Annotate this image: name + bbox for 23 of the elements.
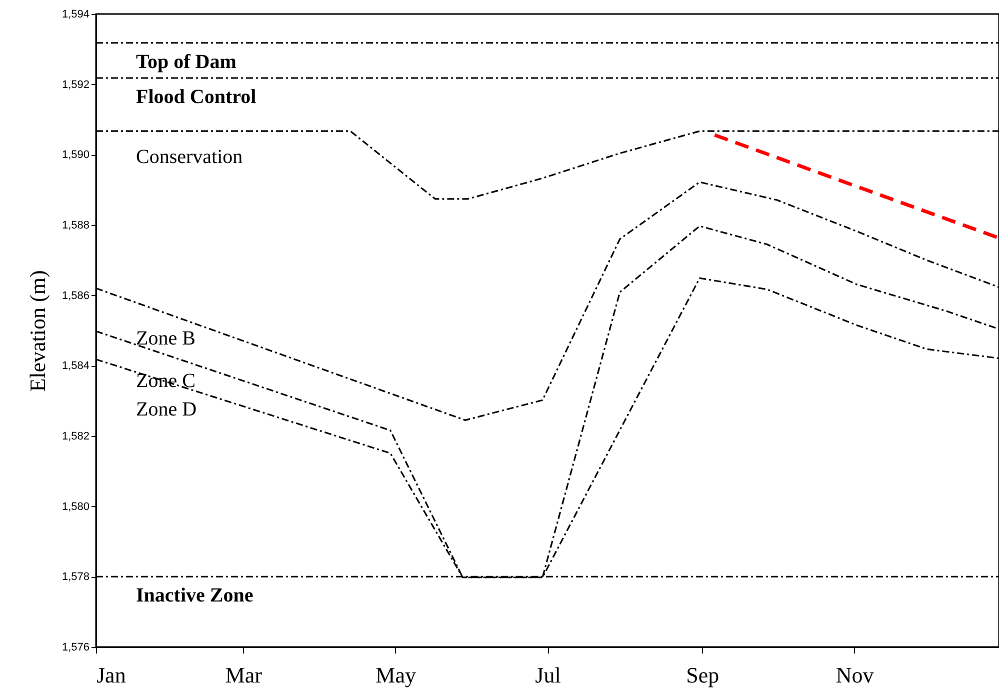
series-label: Zone D bbox=[136, 398, 197, 420]
series-label: Zone B bbox=[136, 327, 196, 350]
y-tick-label: 1,592 bbox=[62, 78, 90, 91]
y-tick-label: 1,582 bbox=[62, 430, 90, 442]
ref-line-label: Top of Dam bbox=[136, 50, 237, 73]
x-tick-label: Sep bbox=[686, 662, 720, 688]
y-tick-label: 1,586 bbox=[62, 290, 90, 302]
y-tick-label: 1,576 bbox=[62, 642, 90, 654]
y-axis-title: Elevation (m) bbox=[24, 270, 50, 392]
y-tick-label: 1,590 bbox=[62, 149, 90, 162]
y-tick-label: 1,594 bbox=[62, 8, 90, 20]
y-tick-label: 1,584 bbox=[62, 360, 90, 372]
x-tick-label: Jul bbox=[535, 662, 561, 688]
y-tick-label: 1,580 bbox=[62, 500, 90, 513]
y-tick-label: 1,588 bbox=[62, 220, 90, 232]
x-tick-label: Mar bbox=[225, 662, 263, 688]
y-tick-label: 1,578 bbox=[62, 571, 90, 584]
x-tick-label: May bbox=[376, 662, 416, 688]
ref-line-label: Flood Control bbox=[136, 86, 257, 108]
x-tick-label: Nov bbox=[836, 662, 874, 688]
ref-line-label: Inactive Zone bbox=[136, 584, 254, 607]
x-tick-label: Jan bbox=[96, 662, 126, 688]
series-label: Conservation bbox=[136, 146, 243, 168]
